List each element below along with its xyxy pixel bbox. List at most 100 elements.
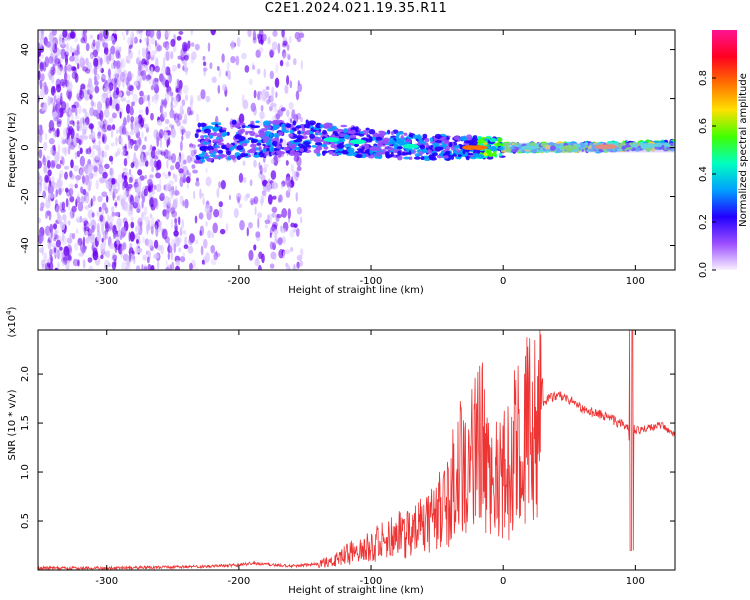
heatmap-cell: [70, 187, 74, 196]
heatmap-cell: [78, 252, 84, 257]
y-tick-label: 0: [20, 144, 31, 150]
heatmap-cell: [420, 156, 425, 161]
heatmap-cell: [323, 137, 340, 143]
heatmap-cell: [167, 252, 170, 261]
heatmap-cell: [76, 150, 81, 158]
heatmap-cell: [190, 30, 193, 36]
heatmap-cell: [432, 142, 440, 146]
heatmap-cell: [471, 137, 478, 142]
heatmap-cell: [82, 175, 86, 184]
heatmap-cell: [52, 30, 57, 36]
heatmap-cell: [299, 216, 303, 224]
heatmap-cell: [92, 39, 96, 47]
heatmap-cell: [39, 124, 43, 130]
heatmap-cell: [108, 35, 115, 42]
heatmap-cell: [197, 122, 202, 128]
heatmap-cell: [274, 114, 279, 120]
heatmap-cell: [103, 151, 107, 158]
heatmap-cell: [284, 249, 290, 255]
heatmap-cell: [86, 83, 90, 90]
heatmap-cell: [237, 135, 246, 141]
heatmap-cell: [236, 36, 241, 48]
heatmap-cell: [160, 192, 165, 198]
heatmap-cell: [38, 233, 44, 244]
heatmap-cell: [335, 152, 343, 156]
heatmap-cell: [85, 68, 91, 74]
heatmap-cell: [58, 187, 62, 196]
heatmap-cell: [196, 113, 199, 122]
heatmap-cell: [135, 57, 140, 65]
heatmap-cell: [50, 255, 54, 263]
heatmap-cell: [68, 108, 72, 116]
heatmap-cell: [131, 101, 135, 107]
heatmap-cell: [272, 140, 278, 146]
heatmap-cell: [216, 132, 223, 138]
heatmap-cell: [44, 174, 49, 183]
heatmap-cell: [56, 177, 61, 184]
heatmap-cell: [165, 66, 171, 76]
heatmap-cell: [323, 123, 330, 129]
heatmap-cell: [76, 218, 81, 224]
heatmap-cell: [419, 144, 426, 150]
y-tick-label: 1.0: [20, 464, 31, 480]
heatmap-cell: [83, 194, 87, 202]
heatmap-cell: [167, 91, 174, 97]
heatmap-cell: [67, 91, 72, 101]
heatmap-cell: [355, 126, 359, 130]
heatmap-cell: [290, 118, 293, 124]
heatmap-cell: [178, 247, 182, 253]
heatmap-cell: [111, 205, 115, 214]
heatmap-cell: [296, 156, 302, 167]
heatmap-cell: [434, 140, 443, 143]
heatmap-cell: [300, 117, 303, 123]
heatmap-cell: [66, 88, 73, 100]
heatmap-cell: [244, 139, 250, 144]
heatmap-cell: [262, 167, 268, 173]
heatmap-cell: [288, 101, 294, 110]
heatmap-cell: [217, 140, 222, 146]
heatmap-cell: [299, 260, 304, 267]
heatmap-cell: [60, 48, 66, 60]
heatmap-cell: [74, 242, 79, 251]
heatmap-cell: [87, 163, 93, 174]
heatmap-cell: [149, 159, 155, 167]
heatmap-cell: [190, 51, 197, 61]
heatmap-cell: [77, 237, 83, 246]
heatmap-cell: [112, 78, 115, 84]
heatmap-cell: [186, 155, 192, 164]
heatmap-cell: [128, 168, 132, 176]
heatmap-cell: [466, 134, 473, 140]
heatmap-cell: [177, 78, 180, 88]
heatmap-cell: [181, 218, 185, 229]
heatmap-cell: [89, 234, 95, 244]
heatmap-cell: [195, 181, 200, 187]
colorbar-tick-label: 0.2: [698, 214, 709, 230]
heatmap-cell: [101, 223, 105, 235]
heatmap-cell: [228, 75, 231, 81]
heatmap-cell: [60, 136, 66, 145]
heatmap-cell: [42, 190, 47, 199]
heatmap-cell: [183, 159, 187, 165]
heatmap-cell: [122, 167, 128, 172]
heatmap-cell: [281, 236, 286, 243]
heatmap-cell: [114, 199, 118, 209]
heatmap-cell: [217, 84, 221, 94]
heatmap-cell: [153, 239, 159, 249]
heatmap-cell: [44, 56, 49, 68]
heatmap-cell: [152, 77, 159, 88]
heatmap-cell: [267, 194, 273, 205]
heatmap-cell: [170, 101, 173, 112]
heatmap-cell: [129, 131, 135, 136]
snr-series-line: [38, 330, 675, 570]
heatmap-cell: [133, 80, 139, 87]
heatmap-cell: [100, 254, 104, 260]
heatmap-cell: [115, 152, 118, 158]
heatmap-cell: [270, 170, 277, 180]
heatmap-cell: [452, 148, 457, 154]
heatmap-cell: [259, 47, 264, 53]
heatmap-cell: [146, 224, 149, 235]
heatmap-cell: [121, 147, 126, 155]
heatmap-cell: [204, 156, 209, 160]
heatmap-cell: [75, 174, 81, 181]
